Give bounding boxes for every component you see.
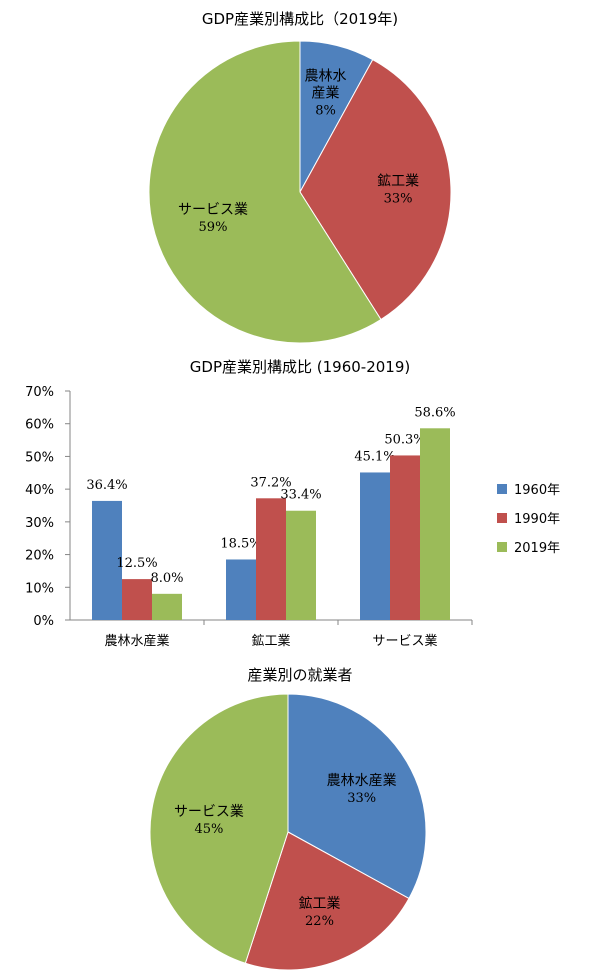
- legend-label: 2019年: [514, 541, 560, 556]
- bar: [256, 498, 286, 620]
- pie2-title: 産業別の就業者: [247, 666, 352, 684]
- pie2-slice-value-0: 33%: [347, 791, 376, 806]
- bar-value-label: 50.3%: [384, 432, 425, 447]
- bar-value-label: 58.6%: [414, 405, 455, 420]
- pie1-slice-label-1-0: 鉱工業: [377, 172, 419, 189]
- pie1-slice-1: [299, 58, 452, 321]
- x-tick-label: サービス業: [372, 633, 437, 649]
- pie1-title: GDP産業別構成比（2019年): [202, 10, 398, 28]
- pie2-slice-2: [149, 693, 289, 964]
- legend-label: 1990年: [514, 512, 560, 527]
- pie1-slice-2: [148, 40, 382, 344]
- y-tick-label: 40%: [25, 483, 54, 498]
- bar: [122, 579, 152, 620]
- y-tick-label: 10%: [25, 581, 54, 596]
- bar: [152, 593, 182, 620]
- legend-swatch: [497, 513, 507, 523]
- y-tick-label: 0%: [33, 614, 54, 629]
- y-tick-label: 50%: [25, 450, 54, 465]
- bar: [226, 559, 256, 620]
- bar-title: GDP産業別構成比 (1960-2019): [190, 358, 410, 376]
- x-tick-label: 農林水産業: [104, 633, 169, 649]
- pie2-slice-value-2: 45%: [194, 822, 223, 837]
- bar: [420, 428, 450, 620]
- x-tick-label: 鉱工業: [251, 633, 290, 649]
- pie2-slice-0: [287, 693, 427, 900]
- pie2-slice-label-0-0: 農林水産業: [327, 773, 397, 789]
- pie2-slice-value-1: 22%: [305, 914, 334, 929]
- legend-swatch: [497, 542, 507, 552]
- bar: [92, 500, 122, 620]
- y-tick-label: 20%: [25, 549, 54, 564]
- bar: [360, 472, 390, 620]
- pie1-slice-value-0: 8%: [315, 104, 336, 119]
- pie2-slice-1: [244, 831, 410, 971]
- bar-value-label: 12.5%: [116, 556, 157, 571]
- bar: [286, 510, 316, 620]
- bar-value-label: 8.0%: [150, 571, 183, 586]
- y-tick-label: 70%: [25, 385, 54, 400]
- bar-value-label: 45.1%: [354, 449, 395, 464]
- legend-swatch: [497, 484, 507, 494]
- pie1-slice-label-0-0: 農林水: [305, 69, 347, 85]
- y-tick-label: 30%: [25, 516, 54, 531]
- pie1-slice-label-0-1: 産業: [312, 86, 340, 102]
- pie2-slice-label-2-0: サービス業: [174, 804, 244, 820]
- pie1-slice-value-1: 33%: [384, 191, 413, 206]
- bar: [390, 455, 420, 620]
- bar-value-label: 36.4%: [86, 478, 127, 493]
- bar-value-label: 18.5%: [220, 536, 261, 551]
- y-tick-label: 60%: [25, 418, 54, 433]
- pie2-slice-label-1-0: 鉱工業: [298, 895, 340, 912]
- legend-label: 1960年: [514, 483, 560, 498]
- bar-value-label: 37.2%: [250, 475, 291, 490]
- pie1-slice-value-2: 59%: [199, 220, 228, 235]
- pie1-slice-label-2-0: サービス業: [178, 202, 248, 218]
- bar-value-label: 33.4%: [280, 488, 321, 503]
